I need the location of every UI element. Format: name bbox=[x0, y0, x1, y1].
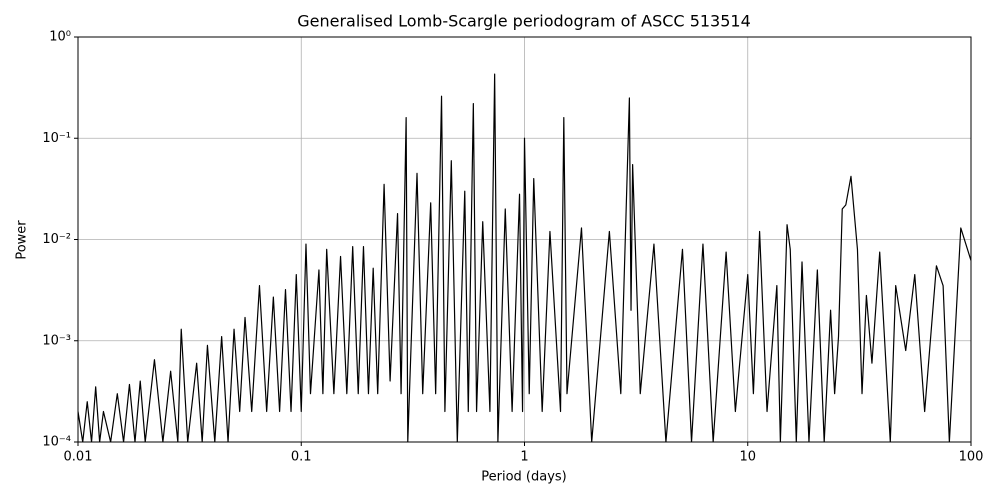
y-axis-label: Power bbox=[15, 220, 30, 260]
y-tick-label: 10⁻² bbox=[42, 232, 71, 247]
series-line bbox=[78, 73, 971, 442]
x-tick-label: 1 bbox=[520, 450, 528, 465]
x-tick-label: 0.1 bbox=[291, 450, 312, 465]
y-tick-label: 10⁻¹ bbox=[42, 131, 71, 146]
x-tick-label: 10 bbox=[739, 450, 756, 465]
x-tick-label: 0.01 bbox=[64, 450, 93, 465]
x-tick-label: 100 bbox=[959, 450, 984, 465]
chart-title: Generalised Lomb-Scargle periodogram of … bbox=[297, 12, 751, 31]
plot-frame bbox=[77, 36, 972, 443]
y-tick-label: 10⁻⁴ bbox=[42, 435, 71, 450]
x-axis-label: Period (days) bbox=[481, 470, 567, 485]
y-tick-label: 10⁰ bbox=[49, 30, 71, 45]
y-tick-label: 10⁻³ bbox=[42, 333, 71, 348]
